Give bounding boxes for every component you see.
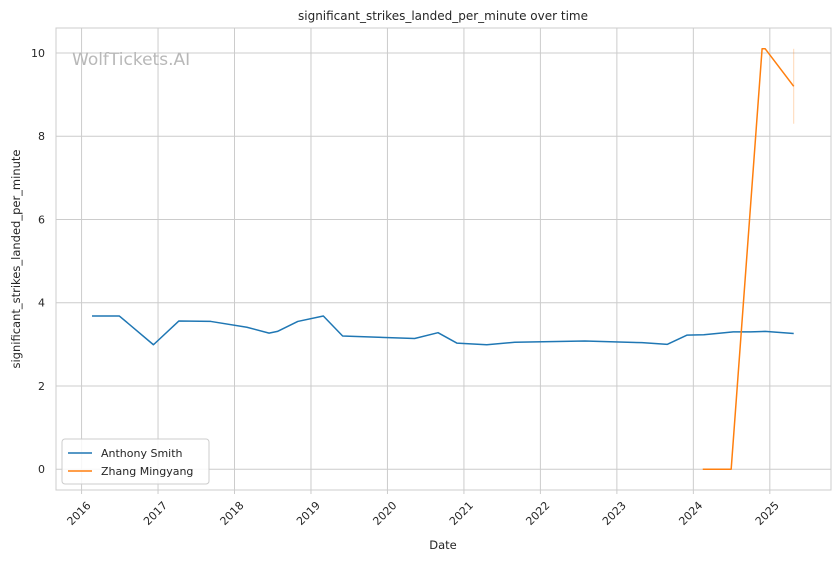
series-line-anthony-smith: [92, 315, 794, 346]
y-tick-label: 10: [31, 47, 45, 60]
y-tick-label: 2: [38, 380, 45, 393]
series-line-zhang-mingyang: [702, 48, 795, 470]
y-axis-ticks: 0 2 4 6 8 10: [31, 47, 45, 476]
legend: Anthony Smith Zhang Mingyang: [61, 438, 210, 485]
y-tick-label: 4: [38, 297, 45, 310]
legend-box: [61, 438, 210, 485]
chart-title: significant_strikes_landed_per_minute ov…: [298, 9, 588, 23]
plot-frame: [55, 27, 832, 491]
grid-lines: [56, 28, 831, 490]
legend-label-zhang-mingyang: Zhang Mingyang: [101, 465, 193, 478]
legend-label-anthony-smith: Anthony Smith: [101, 447, 183, 460]
y-tick-label: 6: [38, 213, 45, 226]
y-tick-label: 0: [38, 463, 45, 476]
y-tick-label: 8: [38, 130, 45, 143]
x-axis-title: Date: [429, 538, 457, 552]
series-lines: [92, 48, 795, 470]
watermark: WolfTickets.AI: [72, 50, 190, 70]
y-axis-title: significant_strikes_landed_per_minute: [9, 150, 23, 369]
